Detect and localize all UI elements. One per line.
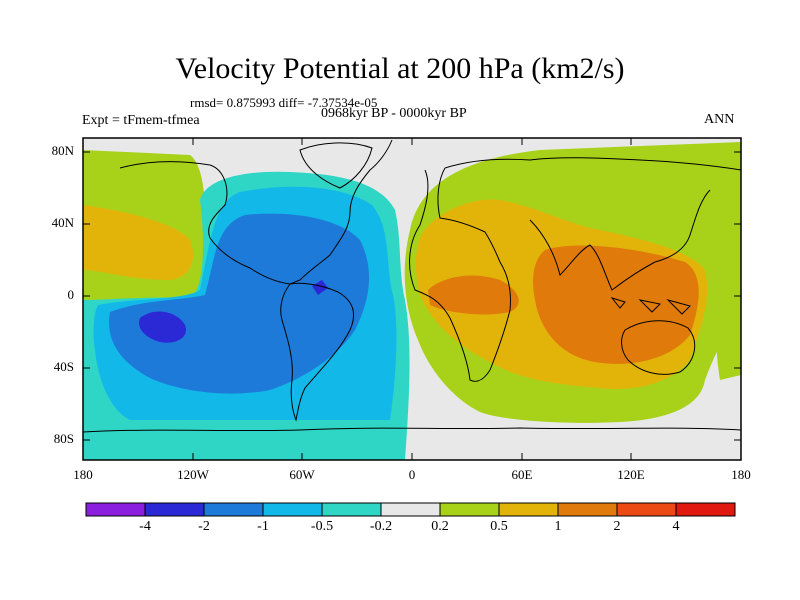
- south-america-coast: [280, 282, 354, 422]
- lon-label: 60E: [511, 467, 533, 482]
- colorbar-label: 1: [554, 519, 562, 534]
- lon-label: 120E: [617, 467, 645, 482]
- stats-line: rmsd= 0.875993 diff= -7.37534e-05: [190, 95, 378, 110]
- colorbar-swatch: [616, 502, 677, 517]
- negative-region-2-minimum: [139, 311, 186, 343]
- colorbar-swatch: [262, 502, 323, 517]
- period-subtitle: 0968kyr BP - 0000kyr BP: [321, 106, 467, 121]
- lon-label: 120W: [177, 467, 209, 482]
- positive-region-0.5-nw-pacific: [83, 205, 194, 280]
- maritime-continent-islands: [610, 297, 691, 315]
- positive-region-1-africa: [428, 275, 519, 315]
- lon-label: 180: [73, 467, 93, 482]
- negative-region-2-amazon: [312, 280, 328, 295]
- lon-label: 60W: [289, 467, 315, 482]
- colorbar-label: -0.2: [369, 519, 393, 534]
- lat-label: 40N: [51, 215, 74, 230]
- colorbar-label: 0.2: [431, 519, 449, 534]
- colorbar-label: -1: [257, 519, 269, 534]
- lat-label: 80S: [53, 431, 74, 446]
- colorbar-swatch: [439, 502, 500, 517]
- colorbar-swatch: [144, 502, 205, 517]
- colorbar-swatch: [321, 502, 382, 517]
- lon-label: 180: [731, 467, 751, 482]
- australia-coast: [621, 320, 696, 375]
- colorbar-swatch: [203, 502, 264, 517]
- positive-region-1-indian-ocean: [533, 245, 699, 364]
- axis-ticks: [83, 138, 741, 460]
- europe-africa-coast: [409, 167, 511, 382]
- season-label: ANN: [704, 112, 735, 127]
- coastlines: [83, 139, 741, 433]
- lat-label: 0: [67, 287, 75, 302]
- colorbar-label: 2: [613, 519, 621, 534]
- colorbar-label: 0.5: [490, 519, 508, 534]
- lat-label: 80N: [51, 143, 74, 158]
- figure-title: Velocity Potential at 200 hPa (km2/s): [175, 52, 625, 85]
- colorbar: [85, 502, 736, 517]
- experiment-label: Expt = tFmem-tfmea: [82, 113, 200, 128]
- north-america-coast: [119, 139, 393, 285]
- lat-label: 40S: [53, 359, 74, 374]
- colorbar-swatch: [557, 502, 618, 517]
- colorbar-swatch: [498, 502, 559, 517]
- positive-region-se-pacific: [716, 295, 741, 380]
- colorbar-label: -4: [139, 519, 151, 534]
- negative-region-1: [109, 213, 370, 394]
- colorbar-label: 4: [672, 519, 680, 534]
- greenland-coast: [299, 142, 373, 189]
- lon-label: 0: [408, 467, 416, 482]
- colorbar-swatch: [675, 502, 736, 517]
- colorbar-swatch: [85, 502, 146, 517]
- colorbar-label: -2: [198, 519, 210, 534]
- colorbar-label: -0.5: [310, 519, 334, 534]
- colorbar-swatch: [380, 502, 441, 517]
- asia-coast: [444, 157, 741, 291]
- antarctica-coast: [83, 427, 741, 433]
